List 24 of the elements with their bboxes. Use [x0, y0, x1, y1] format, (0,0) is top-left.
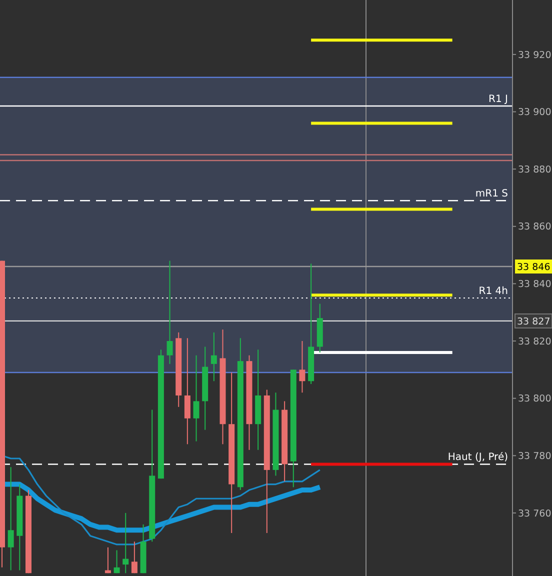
ref-line-label: R1 4h [478, 286, 508, 298]
candlestick [210, 332, 217, 382]
ref-line-label: R1 J [488, 94, 508, 106]
candlestick [8, 466, 14, 571]
y-tick-label: 33 840 [518, 279, 552, 290]
candlestick [299, 340, 306, 394]
annotation: 33 827 [517, 316, 550, 328]
y-tick-label: 33 860 [518, 222, 552, 233]
candlestick [122, 512, 129, 574]
y-tick-label: 33 780 [518, 450, 552, 462]
candlestick [184, 338, 190, 445]
y-tick-label: 33 880 [518, 164, 552, 176]
y-tick-label: 33 820 [518, 336, 552, 348]
ref-line-label: mR1 S [475, 188, 508, 200]
candlestick [131, 541, 138, 574]
ref-line-label: Haut (J, Pré) [448, 452, 508, 464]
candlestick [166, 260, 173, 364]
y-tick-label: 33 800 [518, 394, 552, 405]
candlestick [193, 354, 200, 442]
candlestick [114, 550, 120, 574]
y-tick-label: 33 900 [518, 107, 552, 118]
y-tick-label: 33 760 [518, 508, 552, 520]
annotation: 33 846 [517, 262, 550, 273]
y-tick-label: 33 920 [518, 50, 552, 61]
